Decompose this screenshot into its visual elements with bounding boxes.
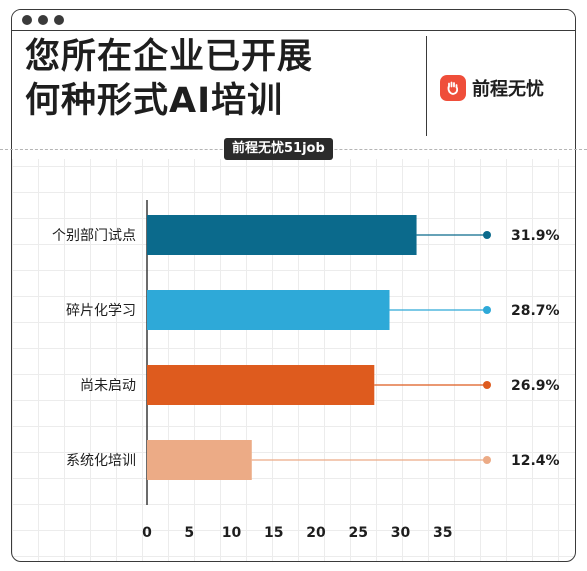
leader-dot-icon xyxy=(483,231,491,239)
leader-dot-icon xyxy=(483,456,491,464)
value-label: 12.4% xyxy=(511,453,560,469)
window-dot-icon xyxy=(38,15,48,25)
x-tick-label: 25 xyxy=(349,525,368,541)
x-tick-label: 20 xyxy=(306,525,326,541)
x-tick-label: 10 xyxy=(222,525,242,541)
x-tick-label: 30 xyxy=(391,525,411,541)
hand-logo-icon xyxy=(440,75,466,101)
bar-3 xyxy=(147,365,375,405)
category-label: 尚未启动 xyxy=(80,378,136,394)
header-divider xyxy=(426,36,427,136)
category-label: 碎片化学习 xyxy=(66,303,136,319)
leader-dot-icon xyxy=(483,381,491,389)
brand-logo: 前程无忧 xyxy=(440,73,544,103)
x-tick-label: 5 xyxy=(184,525,194,541)
x-tick-label: 0 xyxy=(142,525,152,541)
value-label: 28.7% xyxy=(511,303,560,319)
window-title-bar xyxy=(12,10,575,31)
value-label: 26.9% xyxy=(511,378,560,394)
chart-title: 您所在企业已开展 何种形式AI培训 xyxy=(25,37,314,121)
category-label: 个别部门试点 xyxy=(52,228,136,244)
chart-frame xyxy=(11,9,576,562)
leader-dot-icon xyxy=(483,306,491,314)
source-badge: 前程无忧51job xyxy=(224,138,333,160)
brand-name: 前程无忧 xyxy=(472,79,544,100)
bar-2 xyxy=(147,290,390,330)
window-dot-icon xyxy=(54,15,64,25)
value-label: 31.9% xyxy=(511,228,560,244)
window-dot-icon xyxy=(22,15,32,25)
x-tick-label: 15 xyxy=(264,525,283,541)
bar-4 xyxy=(147,440,252,480)
x-tick-label: 35 xyxy=(433,525,452,541)
bar-1 xyxy=(147,215,417,255)
category-label: 系统化培训 xyxy=(66,453,136,469)
header-band xyxy=(12,31,575,159)
